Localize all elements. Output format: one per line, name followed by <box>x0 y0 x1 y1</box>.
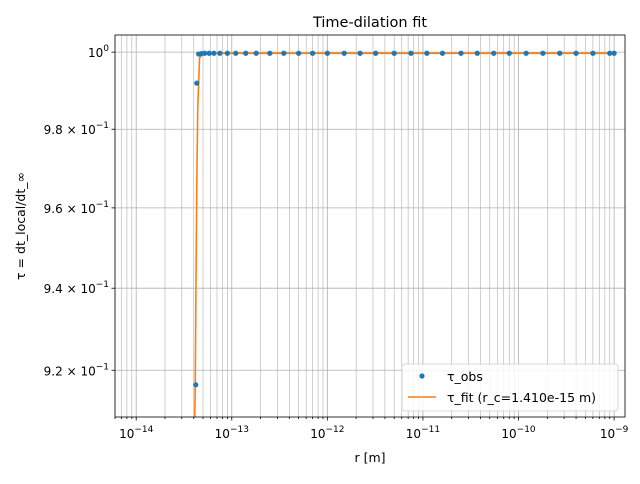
x-tick-label-base: 10 <box>310 427 325 441</box>
y-tick-label-exponent: −1 <box>96 200 109 210</box>
observed-data-point <box>506 50 512 56</box>
observed-data-point <box>211 50 217 56</box>
legend-marker-obs <box>419 373 425 379</box>
y-tick-label: 9.2 × 10−1 <box>44 362 109 378</box>
observed-data-point <box>193 382 199 388</box>
observed-data-point <box>474 50 480 56</box>
x-tick-label-exponent: −11 <box>421 425 440 435</box>
observed-data-point <box>424 50 430 56</box>
y-tick-label-exponent: −1 <box>96 362 109 372</box>
observed-data-point <box>408 50 414 56</box>
observed-data-point <box>573 50 579 56</box>
y-tick-label-base: 10 <box>88 46 103 60</box>
y-tick-label: 9.8 × 10−1 <box>44 121 109 137</box>
legend-label-fit: τ_fit (r_c=1.410e-15 m) <box>447 390 596 405</box>
y-tick-label-base: 9.6 × 10 <box>44 202 96 216</box>
observed-data-point <box>267 50 273 56</box>
observed-data-point <box>391 50 397 56</box>
y-tick-label: 100 <box>88 44 109 60</box>
observed-data-point <box>540 50 546 56</box>
observed-data-point <box>233 50 239 56</box>
observed-data-point <box>243 50 249 56</box>
y-tick-label-base: 9.4 × 10 <box>44 282 96 296</box>
x-tick-label-base: 10 <box>119 427 134 441</box>
observed-data-point <box>309 50 316 56</box>
observed-data-point <box>557 50 563 56</box>
y-tick-label-exponent: −1 <box>96 121 109 131</box>
x-tick-label-base: 10 <box>406 427 421 441</box>
y-tick-label-base: 9.8 × 10 <box>44 123 96 137</box>
x-tick-label: 10−11 <box>406 425 440 441</box>
observed-data-point <box>611 50 617 56</box>
x-tick-label: 10−9 <box>600 425 629 441</box>
observed-data-point <box>590 50 596 56</box>
observed-data-point <box>324 50 330 56</box>
chart-title: Time-dilation fit <box>312 15 427 31</box>
plot-area <box>115 35 625 417</box>
x-tick-label: 10−12 <box>310 425 344 441</box>
legend: τ_obs τ_fit (r_c=1.410e-15 m) <box>401 363 619 412</box>
observed-data-point <box>281 50 287 56</box>
observed-data-point <box>439 50 446 56</box>
observed-data-point <box>206 50 212 56</box>
series-layer <box>193 50 617 418</box>
observed-data-point <box>607 50 613 56</box>
x-tick-label-exponent: −12 <box>326 425 345 435</box>
x-tick-label-exponent: −13 <box>230 425 249 435</box>
x-tick-label: 10−10 <box>501 425 536 441</box>
observed-data-point <box>253 50 259 56</box>
y-tick-label: 9.4 × 10−1 <box>44 280 109 296</box>
plot-frame <box>114 34 626 418</box>
x-tick-label-base: 10 <box>215 427 230 441</box>
observed-data-point <box>217 50 223 56</box>
observed-data-point <box>458 50 464 56</box>
x-tick-label-base: 10 <box>501 427 516 441</box>
observed-data-point <box>523 50 529 56</box>
observed-data-point <box>295 50 302 56</box>
x-tick-label: 10−14 <box>119 425 154 441</box>
y-tick-label-base: 9.2 × 10 <box>44 364 96 378</box>
y-tick-label-exponent: 0 <box>103 44 109 54</box>
observed-data-point <box>194 80 200 86</box>
y-tick-label-exponent: −1 <box>96 280 109 290</box>
observed-data-point <box>341 50 347 56</box>
x-tick-label-exponent: −10 <box>517 425 536 435</box>
legend-box <box>401 363 619 412</box>
observed-data-point <box>357 50 363 56</box>
x-axis-label: r [m] <box>354 450 385 465</box>
x-tick-label-exponent: −14 <box>134 425 153 435</box>
y-tick-label: 9.6 × 10−1 <box>44 200 109 216</box>
observed-data-point <box>491 50 497 56</box>
x-tick-label: 10−13 <box>215 425 249 441</box>
x-tick-label-base: 10 <box>600 427 615 441</box>
grid-layer <box>114 35 625 417</box>
observed-data-point <box>373 50 379 56</box>
observed-data-point <box>202 50 208 56</box>
x-tick-label-exponent: −9 <box>615 425 629 435</box>
observed-data-point <box>224 50 231 56</box>
y-axis-label: τ = dt_local/dt_∞ <box>13 172 28 280</box>
legend-label-obs: τ_obs <box>447 369 483 384</box>
